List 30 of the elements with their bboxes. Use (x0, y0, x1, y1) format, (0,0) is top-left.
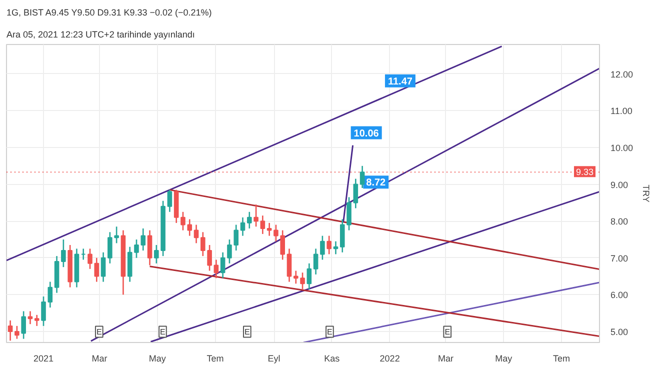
chart-subtitle: Ara 05, 2021 12:23 UTC+2 tarihinde yayınlandı (6, 30, 195, 40)
y-tick-label: 6.00 (610, 290, 628, 300)
x-tick-label: Kas (324, 354, 340, 364)
x-tick-label: Tem (206, 354, 224, 364)
annotation: E (160, 327, 166, 336)
ref-line-label: 9.33 (576, 167, 594, 178)
y-tick-label: 5.00 (610, 326, 628, 337)
annotation: E (244, 327, 250, 336)
x-tick-label: Tem (553, 354, 570, 364)
y-tick-label: 8.00 (610, 216, 628, 227)
y-axis-title: TRY (641, 184, 652, 202)
annotation: E (96, 327, 102, 336)
annotation: 11.47 (388, 76, 413, 88)
chart-title: 1G, BIST A9.45 Y9.50 D9.31 K9.33 −0.02 (−0.21%) (6, 8, 212, 18)
y-tick-label: 12.00 (610, 69, 634, 80)
y-tick-label: 11.00 (610, 106, 632, 116)
annotation: 8.72 (366, 178, 386, 189)
x-tick-label: Mar (438, 354, 454, 364)
x-tick-label: Eyl (268, 354, 280, 364)
annotation: E (444, 327, 450, 336)
annotation: 10.06 (354, 128, 380, 140)
x-tick-label: Mar (92, 354, 108, 364)
y-tick-label: 10.00 (610, 143, 634, 154)
x-tick-label: May (148, 354, 166, 364)
x-tick-label: 2021 (33, 354, 54, 364)
annotation: E (327, 327, 332, 336)
y-tick-label: 9.00 (610, 180, 628, 190)
y-tick-label: 7.00 (610, 253, 628, 264)
x-tick-label: 2022 (380, 354, 400, 364)
x-tick-label: May (495, 354, 513, 364)
